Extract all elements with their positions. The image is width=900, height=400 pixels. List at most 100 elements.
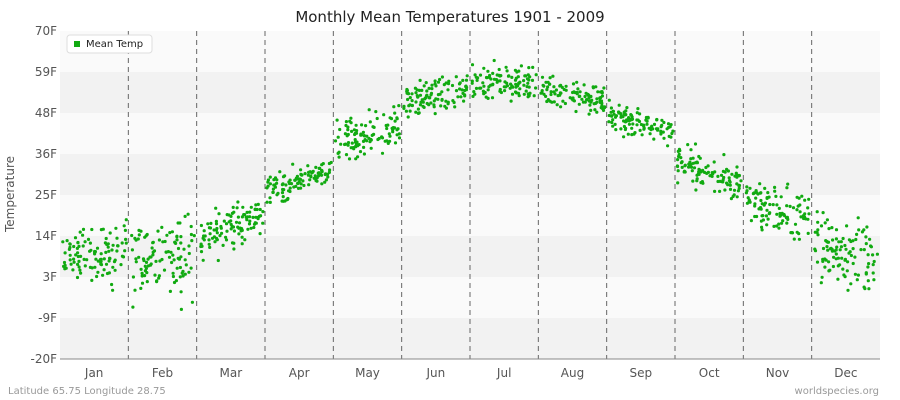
- data-point: [108, 271, 111, 274]
- data-point: [355, 124, 358, 127]
- data-point: [716, 175, 719, 178]
- data-point: [79, 272, 82, 275]
- data-point: [350, 146, 353, 149]
- data-point: [188, 252, 191, 255]
- data-point: [369, 120, 372, 123]
- data-point: [842, 237, 845, 240]
- data-point: [780, 195, 783, 198]
- data-point: [190, 239, 193, 242]
- data-point: [124, 238, 127, 241]
- data-point: [338, 128, 341, 131]
- data-point: [68, 242, 71, 245]
- data-point: [596, 90, 599, 93]
- data-point: [114, 227, 117, 230]
- data-point: [179, 266, 182, 269]
- data-point: [266, 201, 269, 204]
- data-point: [328, 162, 331, 165]
- data-point: [155, 279, 158, 282]
- data-point: [359, 133, 362, 136]
- data-point: [772, 203, 775, 206]
- data-point: [643, 127, 646, 130]
- data-point: [526, 82, 529, 85]
- data-point: [371, 134, 374, 137]
- data-point: [867, 279, 870, 282]
- data-point: [739, 179, 742, 182]
- data-point: [677, 150, 680, 153]
- data-point: [438, 78, 441, 81]
- data-point: [320, 182, 323, 185]
- data-point: [533, 94, 536, 97]
- data-point: [414, 91, 417, 94]
- data-point: [104, 251, 107, 254]
- data-point: [222, 244, 225, 247]
- data-point: [115, 249, 118, 252]
- data-point: [124, 229, 127, 232]
- data-point: [868, 238, 871, 241]
- data-point: [283, 199, 286, 202]
- data-point: [763, 187, 766, 190]
- data-point: [445, 81, 448, 84]
- data-point: [531, 79, 534, 82]
- data-point: [179, 275, 182, 278]
- data-point: [711, 172, 714, 175]
- data-point: [396, 133, 399, 136]
- data-point: [846, 289, 849, 292]
- data-point: [479, 74, 482, 77]
- data-point: [299, 168, 302, 171]
- data-point: [822, 247, 825, 250]
- data-point: [466, 74, 469, 77]
- data-point: [768, 212, 771, 215]
- data-point: [602, 109, 605, 112]
- data-point: [246, 228, 249, 231]
- data-point: [229, 219, 232, 222]
- data-point: [215, 222, 218, 225]
- data-point: [500, 91, 503, 94]
- data-point: [720, 174, 723, 177]
- data-point: [455, 75, 458, 78]
- data-point: [679, 156, 682, 159]
- data-point: [523, 93, 526, 96]
- data-point: [314, 179, 317, 182]
- data-point: [863, 287, 866, 290]
- data-point: [785, 222, 788, 225]
- data-point: [112, 244, 115, 247]
- data-point: [225, 222, 228, 225]
- data-point: [785, 204, 788, 207]
- legend-marker: [74, 41, 80, 47]
- data-point: [608, 99, 611, 102]
- data-point: [119, 263, 122, 266]
- data-point: [588, 113, 591, 116]
- data-point: [586, 94, 589, 97]
- data-point: [574, 110, 577, 113]
- data-point: [101, 274, 104, 277]
- data-point: [699, 157, 702, 160]
- data-point: [614, 116, 617, 119]
- data-point: [697, 172, 700, 175]
- data-point: [179, 235, 182, 238]
- data-point: [840, 257, 843, 260]
- data-point: [602, 86, 605, 89]
- data-point: [261, 222, 264, 225]
- data-point: [110, 283, 113, 286]
- data-point: [705, 172, 708, 175]
- data-point: [775, 213, 778, 216]
- data-point: [241, 236, 244, 239]
- data-point: [652, 138, 655, 141]
- data-point: [338, 151, 341, 154]
- data-point: [730, 173, 733, 176]
- data-point: [783, 214, 786, 217]
- data-point: [807, 198, 810, 201]
- data-point: [344, 124, 347, 127]
- data-point: [100, 228, 103, 231]
- data-point: [182, 248, 185, 251]
- data-point: [133, 289, 136, 292]
- data-point: [77, 260, 80, 263]
- data-point: [806, 206, 809, 209]
- data-point: [376, 117, 379, 120]
- data-point: [308, 178, 311, 181]
- data-point: [738, 184, 741, 187]
- data-point: [209, 222, 212, 225]
- data-point: [381, 152, 384, 155]
- data-point: [261, 210, 264, 213]
- data-point: [296, 177, 299, 180]
